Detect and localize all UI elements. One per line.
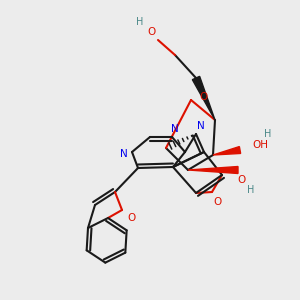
Polygon shape [188, 167, 238, 173]
Text: O: O [237, 175, 245, 185]
Text: N: N [197, 121, 205, 131]
Text: O: O [200, 92, 208, 102]
Text: O: O [213, 197, 221, 207]
Text: O: O [128, 213, 136, 223]
Polygon shape [192, 76, 215, 120]
Text: H: H [136, 17, 144, 27]
Text: H: H [264, 129, 272, 139]
Polygon shape [213, 147, 241, 155]
Text: N: N [120, 149, 128, 159]
Text: H: H [247, 185, 255, 195]
Text: O: O [148, 27, 156, 37]
Text: OH: OH [252, 140, 268, 150]
Text: N: N [171, 124, 179, 134]
